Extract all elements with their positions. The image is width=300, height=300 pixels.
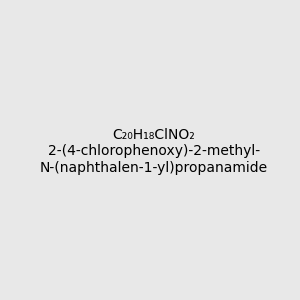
- Text: C₂₀H₁₈ClNO₂
2-(4-chlorophenoxy)-2-methyl-
N-(naphthalen-1-yl)propanamide: C₂₀H₁₈ClNO₂ 2-(4-chlorophenoxy)-2-methyl…: [40, 128, 268, 175]
